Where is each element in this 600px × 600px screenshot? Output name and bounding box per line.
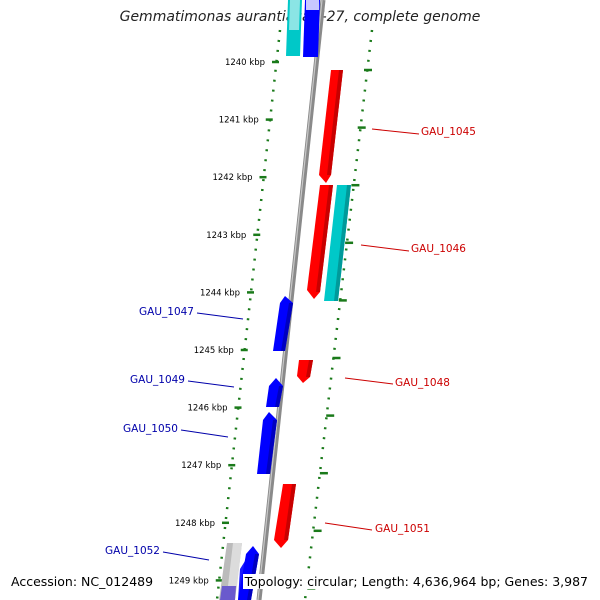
gene-label[interactable]: GAU_1051 — [375, 523, 430, 535]
gene-label[interactable]: GAU_1047 — [139, 306, 194, 318]
gene-arrow-gau-1051-shade — [284, 484, 296, 540]
gene-arrow-gau-1050-shade — [266, 420, 277, 474]
gene-label[interactable]: GAU_1049 — [130, 374, 185, 386]
purple-feature-bottom — [220, 586, 236, 600]
gene-arrow-top-highlight — [306, 0, 319, 10]
gene-label[interactable]: GAU_1050 — [123, 423, 178, 435]
ruler-label: 1247 kbp — [181, 461, 221, 471]
accession-text: Accession: NC_012489 — [9, 574, 156, 589]
gene-arrow-gau-1048-shade — [306, 360, 313, 377]
gene-arrow-top-reverse — [303, 0, 320, 57]
gene-label[interactable]: GAU_1046 — [411, 243, 466, 255]
ruler-label: 1242 kbp — [212, 173, 252, 183]
gene-label[interactable]: GAU_1048 — [395, 377, 450, 389]
ruler-label: 1240 kbp — [225, 58, 265, 68]
gene-label[interactable]: GAU_1052 — [105, 545, 160, 557]
genome-backbone — [256, 0, 326, 600]
gene-labels: GAU_1045 GAU_1046 GAU_1047 GAU_1048 GAU_… — [105, 126, 476, 557]
gene-arrow-gau-1045-shade — [327, 70, 343, 175]
cyan-feature-shade — [334, 185, 351, 301]
ruler-label: 1248 kbp — [175, 519, 215, 529]
ruler-label: 1245 kbp — [194, 346, 234, 356]
right-track-boundary — [303, 29, 374, 600]
gene-label[interactable]: GAU_1045 — [421, 126, 476, 138]
genome-summary-text: Topology: circular; Length: 4,636,964 bp… — [242, 574, 590, 589]
ruler-label: 1243 kbp — [206, 231, 246, 241]
gene-arrow-gau-1046-shade — [316, 185, 333, 292]
right-tick-marks — [307, 68, 372, 590]
label-leaders — [162, 128, 420, 561]
ruler-label: 1246 kbp — [187, 404, 227, 414]
ruler: 1240 kbp 1241 kbp 1242 kbp 1243 kbp 1244 kbp… — [169, 58, 279, 586]
ruler-label: 1249 kbp — [169, 576, 209, 586]
grey-feature-bottom-light — [228, 543, 242, 586]
gene-arrow-gau-1047-shade — [281, 303, 293, 351]
ruler-label: 1241 kbp — [219, 116, 259, 126]
grey-feature-top — [289, 0, 300, 30]
genome-backbone-highlight — [257, 0, 323, 600]
ruler-label: 1244 kbp — [200, 288, 240, 298]
gene-arrow-gau-1049-shade — [275, 386, 283, 407]
